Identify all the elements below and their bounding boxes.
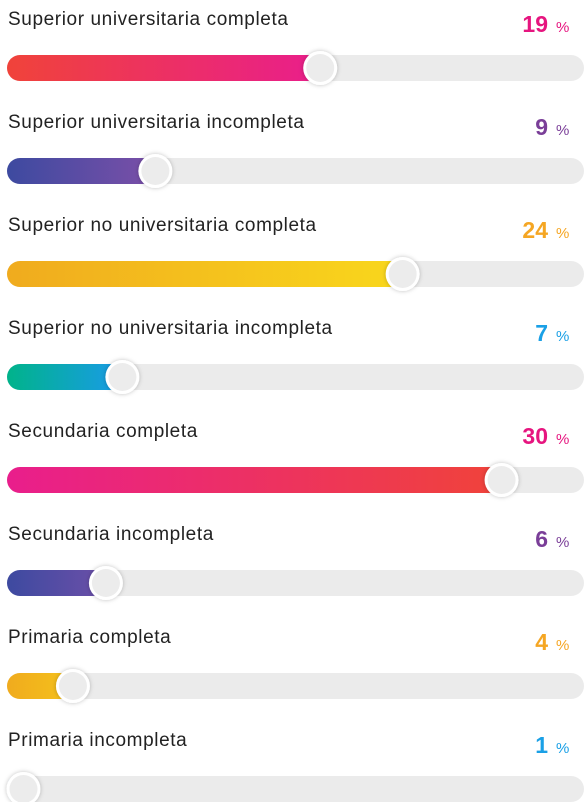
knob-inner: [58, 672, 87, 700]
value-label: 1: [535, 732, 548, 758]
category-label: Superior universitaria incompleta: [8, 112, 305, 133]
value-label: 6: [535, 526, 548, 552]
category-label: Superior no universitaria incompleta: [8, 318, 333, 339]
unit-label: %: [556, 637, 569, 654]
bar: [7, 570, 106, 596]
track: [7, 776, 584, 802]
value-label: 24: [522, 217, 548, 243]
knob-inner: [141, 157, 170, 185]
bar: [7, 673, 73, 699]
value-label: 30: [522, 423, 548, 449]
knob-inner: [388, 260, 417, 288]
bar: [7, 158, 156, 184]
value-label: 4: [535, 629, 548, 655]
category-label: Secundaria completa: [8, 421, 198, 442]
unit-label: %: [556, 534, 569, 551]
bar: [7, 55, 321, 81]
category-label: Secundaria incompleta: [8, 524, 214, 545]
unit-label: %: [556, 328, 569, 345]
track: [7, 673, 584, 699]
track: [7, 364, 584, 390]
unit-label: %: [556, 19, 569, 36]
unit-label: %: [556, 431, 569, 448]
unit-label: %: [556, 740, 569, 757]
knob-inner: [306, 54, 335, 82]
bar: [7, 364, 123, 390]
category-label: Superior no universitaria completa: [8, 215, 317, 236]
category-label: Superior universitaria completa: [8, 9, 289, 30]
knob-inner: [9, 775, 38, 802]
unit-label: %: [556, 122, 569, 139]
knob-inner: [108, 363, 137, 391]
bar: [7, 467, 502, 493]
value-label: 7: [535, 320, 548, 346]
value-label: 9: [535, 114, 548, 140]
unit-label: %: [556, 225, 569, 242]
value-label: 19: [522, 11, 548, 37]
track: [7, 570, 584, 596]
category-label: Primaria completa: [8, 627, 171, 648]
knob-inner: [487, 466, 516, 494]
category-label: Primaria incompleta: [8, 730, 187, 751]
bar: [7, 261, 403, 287]
knob-inner: [91, 569, 120, 597]
